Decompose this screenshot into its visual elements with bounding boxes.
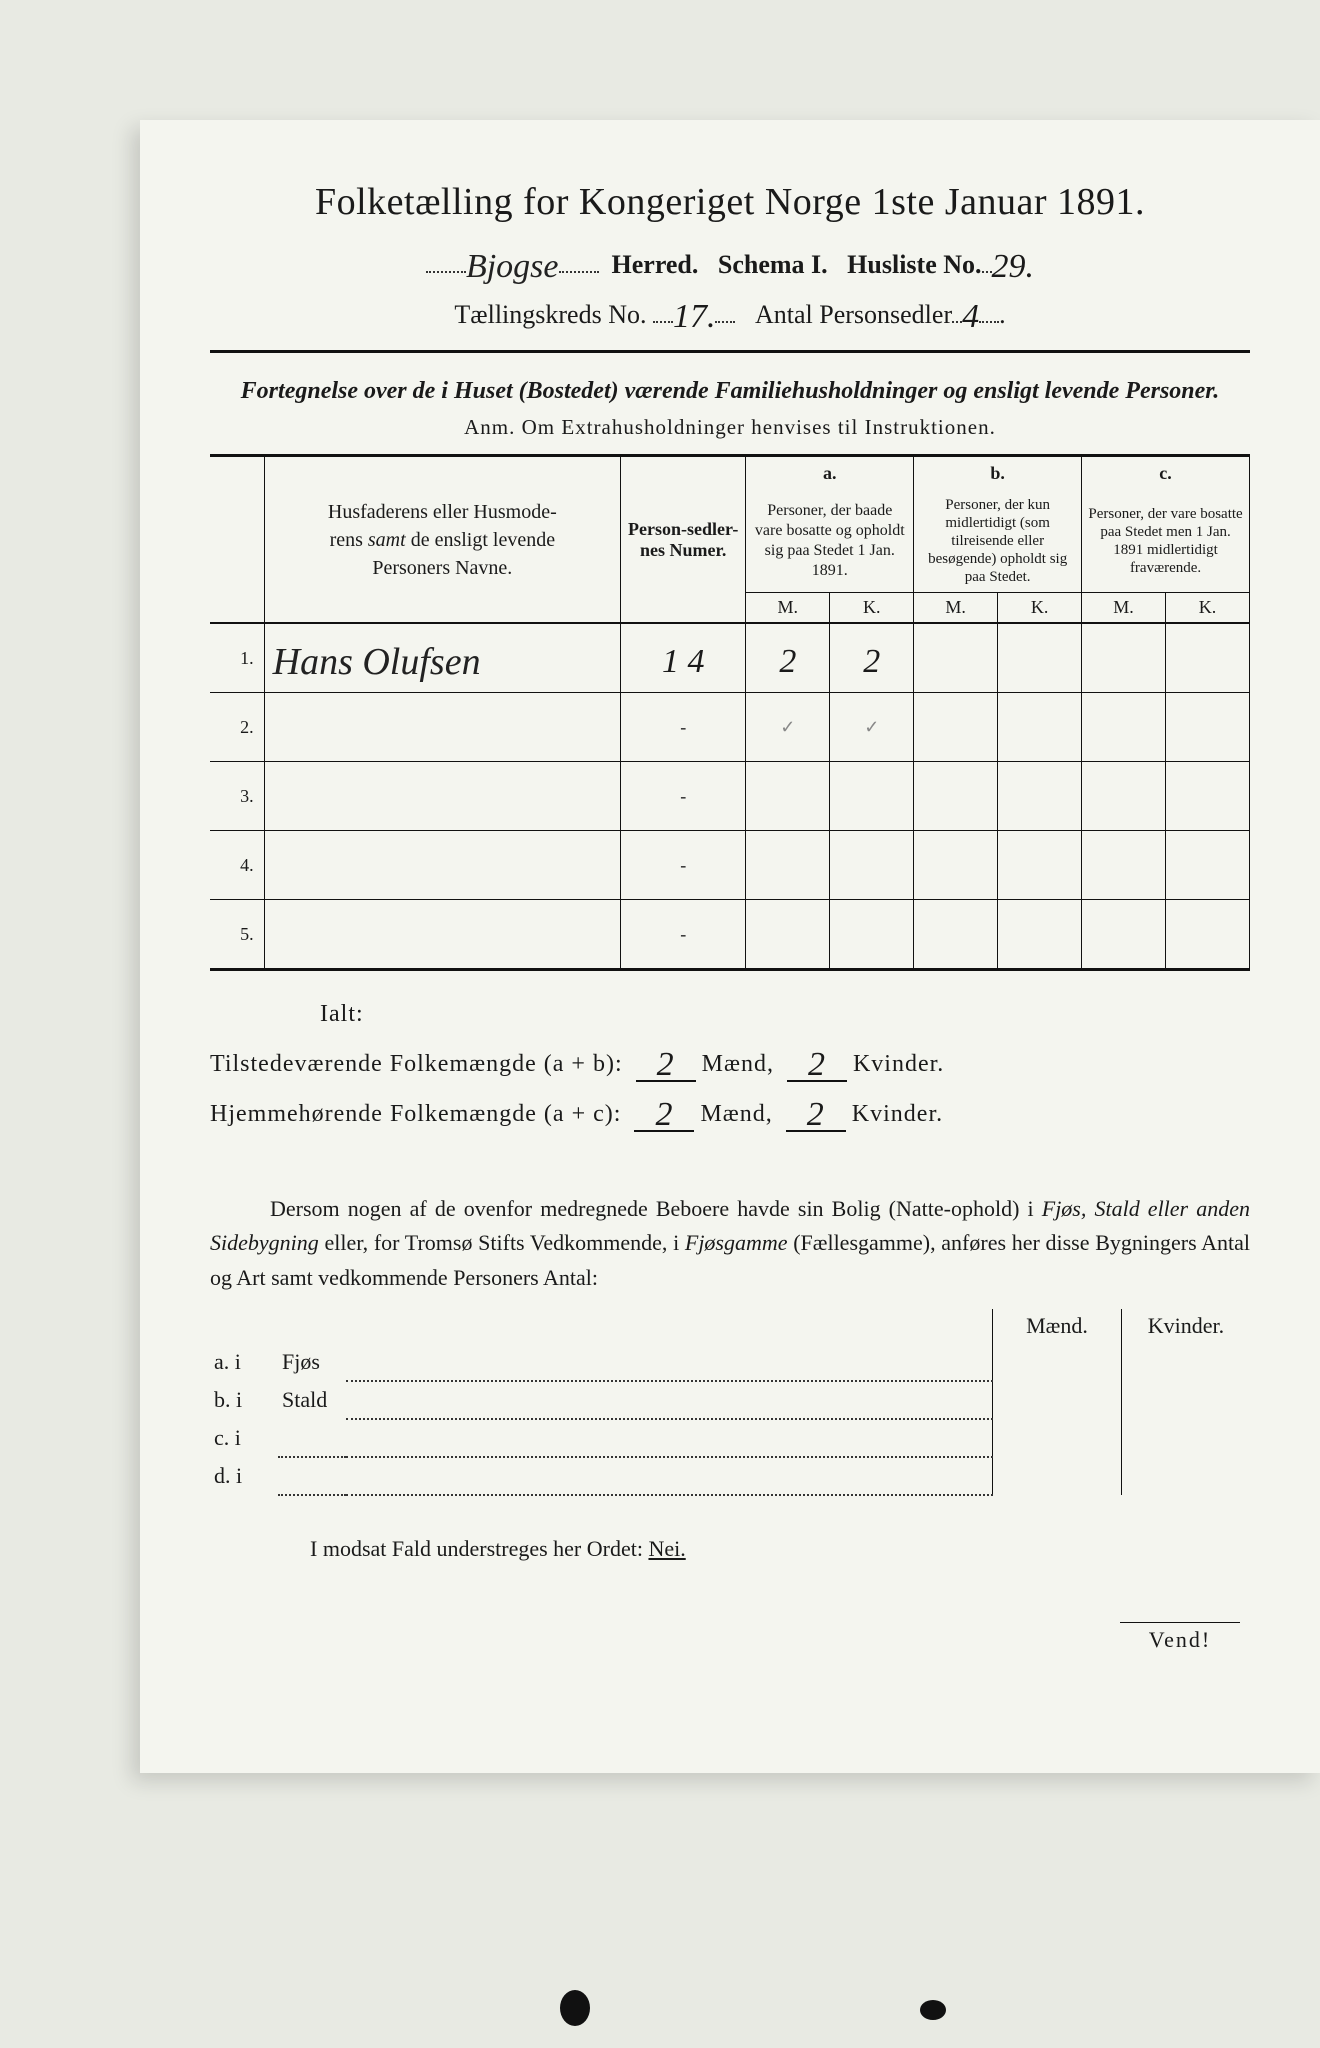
building-row: b. i Stald: [210, 1381, 1250, 1419]
antal-label: Antal Personsedler: [755, 300, 952, 329]
schema-label: Schema I.: [718, 250, 828, 279]
tilstede-label: Tilstedeværende Folkemængde (a + b):: [210, 1051, 623, 1077]
row-ak: ✓: [864, 717, 879, 737]
col-a: Personer, der baade vare bosatte og opho…: [755, 502, 905, 579]
building-m-header: Mænd.: [993, 1309, 1122, 1343]
inkblot-icon: [560, 1990, 590, 2026]
building-row-label: a. i: [210, 1343, 278, 1381]
maend-label: Mænd,: [702, 1051, 774, 1077]
row-num: 5.: [210, 900, 264, 970]
hjemme-k: 2: [807, 1096, 825, 1134]
row-name: Hans Olufsen: [273, 640, 481, 684]
header-line-3: Tællingskreds No. 17. Antal Personsedler…: [210, 294, 1250, 332]
col-pnum: Person-sedler-nes Numer.: [628, 519, 738, 560]
row-am: ✓: [780, 717, 795, 737]
tilstede-k: 2: [808, 1046, 826, 1084]
mk-m: M.: [945, 597, 966, 617]
table-row: 1. Hans Olufsen 1 4 2 2: [210, 623, 1250, 693]
building-row-label: c. i: [210, 1419, 278, 1457]
nei-line: I modsat Fald understreges her Ordet: Ne…: [310, 1536, 1250, 1562]
building-row: a. i Fjøs: [210, 1343, 1250, 1381]
table-row: 2. - ✓ ✓: [210, 693, 1250, 762]
census-form-page: Folketælling for Kongeriget Norge 1ste J…: [140, 120, 1320, 1773]
building-row-label: b. i: [210, 1381, 278, 1419]
building-row-type: Fjøs: [278, 1343, 346, 1381]
table-row: 5. -: [210, 900, 1250, 970]
building-table: Mænd. Kvinder. a. i Fjøs b. i Stald c. i…: [210, 1309, 1250, 1496]
building-k-header: Kvinder.: [1122, 1309, 1251, 1343]
kvinder-label: Kvinder.: [852, 1101, 943, 1127]
antal-number: 4: [962, 298, 979, 336]
row-bk: [998, 623, 1082, 693]
mk-k: K.: [863, 597, 881, 617]
main-table: Husfaderens eller Husmode-rens samt de e…: [210, 454, 1250, 971]
header-line-2: Bjogse Herred. Schema I. Husliste No.29.: [210, 244, 1250, 282]
husliste-label: Husliste No.: [847, 250, 981, 279]
maend-label: Mænd,: [700, 1101, 772, 1127]
hjemme-label: Hjemmehørende Folkemængde (a + c):: [210, 1101, 621, 1127]
row-pnum: -: [621, 831, 746, 900]
row-pnum: -: [621, 693, 746, 762]
row-pnum: 1 4: [662, 643, 705, 681]
tkreds-number: 17.: [673, 298, 716, 336]
mk-k: K.: [1199, 597, 1217, 617]
mk-k: K.: [1031, 597, 1049, 617]
husliste-number: 29.: [992, 248, 1035, 286]
herred-label: Herred.: [612, 250, 699, 279]
inkblot-icon: [920, 2000, 946, 2020]
row-pnum: -: [621, 900, 746, 970]
table-row: 3. -: [210, 762, 1250, 831]
row-cm: [1082, 623, 1166, 693]
page-title: Folketælling for Kongeriget Norge 1ste J…: [210, 180, 1250, 224]
building-row-type: Stald: [278, 1381, 346, 1419]
mk-m: M.: [1113, 597, 1134, 617]
building-row: d. i: [210, 1457, 1250, 1495]
table-row: 4. -: [210, 831, 1250, 900]
row-num: 1.: [210, 623, 264, 693]
col-b: Personer, der kun midlertidigt (som tilr…: [928, 497, 1067, 585]
ialt-label: Ialt:: [320, 1001, 1250, 1028]
tilstede-m: 2: [657, 1046, 675, 1084]
tkreds-label: Tællingskreds No.: [454, 300, 646, 329]
row-am: 2: [779, 643, 796, 681]
row-num: 2.: [210, 693, 264, 762]
kvinder-label: Kvinder.: [853, 1051, 944, 1077]
col-c-top: c.: [1159, 463, 1172, 483]
row-num: 4.: [210, 831, 264, 900]
building-row-label: d. i: [210, 1457, 278, 1495]
row-pnum: -: [621, 762, 746, 831]
herred-handwritten: Bjogse: [466, 248, 559, 286]
col-b-top: b.: [990, 463, 1005, 483]
hjemme-m: 2: [655, 1096, 673, 1134]
totals-block: Ialt: Tilstedeværende Folkemængde (a + b…: [210, 1001, 1250, 1132]
row-bm: [914, 623, 998, 693]
col-names-1: Husfaderens eller Husmode-rens samt de e…: [328, 501, 557, 579]
building-row: c. i: [210, 1419, 1250, 1457]
col-a-top: a.: [823, 463, 837, 483]
row-ak: 2: [863, 643, 880, 681]
vend-label: Vend!: [210, 1622, 1250, 1653]
divider: [210, 350, 1250, 353]
building-paragraph: Dersom nogen af de ovenfor medregnede Be…: [210, 1192, 1250, 1294]
form-subtitle: Fortegnelse over de i Huset (Bostedet) v…: [210, 375, 1250, 407]
mk-m: M.: [778, 597, 799, 617]
row-num: 3.: [210, 762, 264, 831]
row-ck: [1166, 623, 1250, 693]
nei-word: Nei.: [648, 1536, 685, 1561]
col-c: Personer, der vare bosatte paa Stedet me…: [1088, 506, 1242, 576]
anm-note: Anm. Om Extrahusholdninger henvises til …: [210, 415, 1250, 440]
